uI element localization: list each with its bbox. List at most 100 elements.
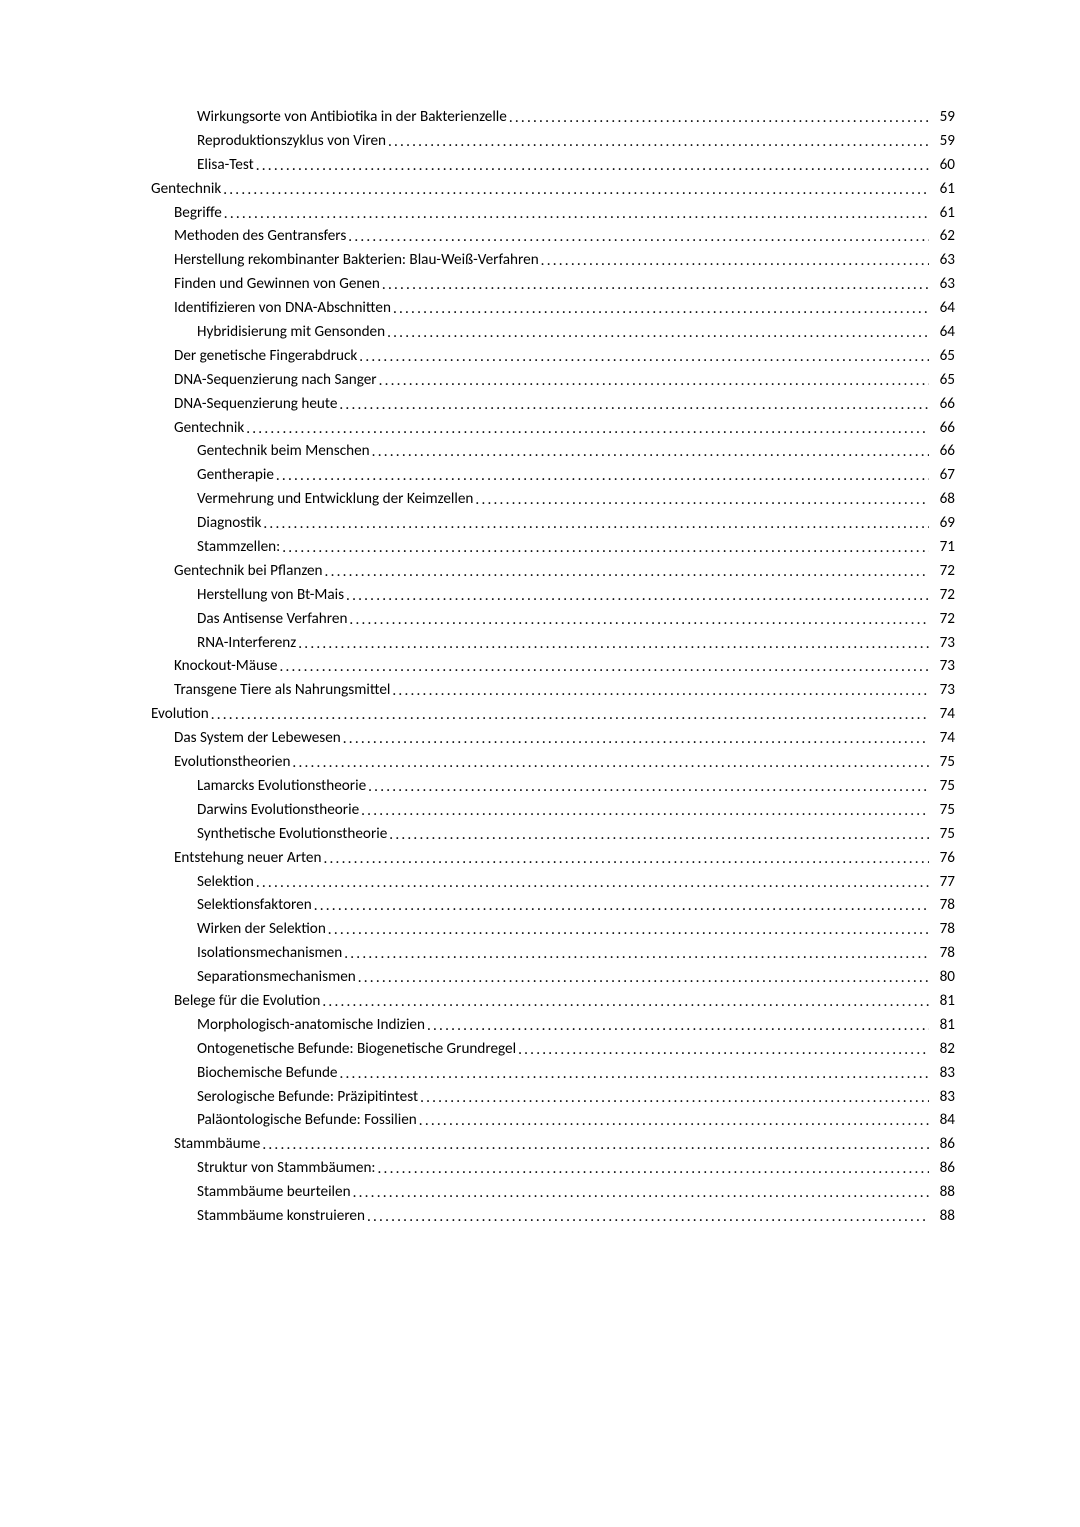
toc-entry[interactable]: Gentherapie67	[128, 468, 955, 483]
toc-entry-page: 61	[931, 206, 955, 221]
toc-entry[interactable]: Paläontologische Befunde: Fossilien 84	[128, 1113, 955, 1128]
toc-entry[interactable]: Serologische Befunde: Präzipitintest83	[128, 1090, 955, 1105]
toc-entry-title: Stammbäume	[174, 1137, 260, 1152]
toc-entry[interactable]: Selektion77	[128, 875, 955, 890]
toc-entry-title: Morphologisch-anatomische Indizien	[197, 1018, 425, 1033]
toc-entry[interactable]: Lamarcks Evolutionstheorie75	[128, 779, 955, 794]
toc-entry-title: Paläontologische Befunde: Fossilien	[197, 1113, 417, 1128]
toc-entry-page: 66	[931, 444, 955, 459]
toc-entry[interactable]: Stammbäume konstruieren88	[128, 1209, 955, 1224]
toc-entry-title: Herstellung rekombinanter Bakterien: Bla…	[174, 253, 539, 268]
toc-entry[interactable]: Belege für die Evolution81	[128, 994, 955, 1009]
toc-entry[interactable]: Gentechnik66	[128, 421, 955, 436]
toc-entry-page: 72	[931, 564, 955, 579]
toc-leader-dots	[378, 1162, 930, 1177]
toc-leader-dots	[344, 947, 929, 962]
toc-entry[interactable]: Diagnostik69	[128, 516, 955, 531]
toc-entry-page: 86	[931, 1137, 955, 1152]
toc-entry[interactable]: Knockout-Mäuse73	[128, 659, 955, 674]
toc-entry-title: Evolutionstheorien	[174, 755, 290, 770]
toc-entry[interactable]: Stammbäume beurteilen88	[128, 1185, 955, 1200]
toc-entry-title: Stammbäume konstruieren	[197, 1209, 365, 1224]
toc-leader-dots	[389, 828, 929, 843]
toc-entry-page: 86	[931, 1161, 955, 1176]
toc-leader-dots	[361, 804, 929, 819]
toc-leader-dots	[224, 207, 929, 222]
toc-entry[interactable]: Der genetische Fingerabdruck65	[128, 349, 955, 364]
toc-entry-page: 83	[931, 1066, 955, 1081]
toc-entry[interactable]: Biochemische Befunde83	[128, 1066, 955, 1081]
toc-entry[interactable]: Vermehrung und Entwicklung der Keimzelle…	[128, 492, 955, 507]
toc-leader-dots	[246, 422, 929, 437]
toc-entry[interactable]: Evolutionstheorien 75	[128, 755, 955, 770]
toc-leader-dots	[420, 1091, 929, 1106]
toc-entry[interactable]: Wirkungsorte von Antibiotika in der Bakt…	[128, 110, 955, 125]
toc-entry[interactable]: Separationsmechanismen80	[128, 970, 955, 985]
toc-entry[interactable]: Herstellung rekombinanter Bakterien: Bla…	[128, 253, 955, 268]
toc-entry-page: 63	[931, 277, 955, 292]
toc-entry-page: 76	[931, 851, 955, 866]
toc-entry[interactable]: Isolationsmechanismen78	[128, 946, 955, 961]
toc-leader-dots	[419, 1114, 929, 1129]
toc-leader-dots	[388, 135, 929, 150]
toc-entry[interactable]: Elisa-Test60	[128, 158, 955, 173]
toc-entry[interactable]: Wirken der Selektion78	[128, 922, 955, 937]
toc-entry[interactable]: Das Antisense Verfahren72	[128, 612, 955, 627]
toc-entry[interactable]: Transgene Tiere als Nahrungsmittel73	[128, 683, 955, 698]
toc-leader-dots	[256, 876, 929, 891]
toc-entry-page: 72	[931, 612, 955, 627]
toc-entry[interactable]: Das System der Lebewesen74	[128, 731, 955, 746]
toc-entry[interactable]: Finden und Gewinnen von Genen63	[128, 277, 955, 292]
toc-entry[interactable]: Gentechnik61	[128, 182, 955, 197]
toc-entry[interactable]: Ontogenetische Befunde: Biogenetische Gr…	[128, 1042, 955, 1057]
toc-leader-dots	[343, 732, 929, 747]
toc-entry[interactable]: Struktur von Stammbäumen: 86	[128, 1161, 955, 1176]
toc-entry[interactable]: Stammzellen:71	[128, 540, 955, 555]
toc-entry-title: Elisa-Test	[197, 158, 254, 173]
toc-leader-dots	[348, 230, 929, 245]
toc-entry-title: Lamarcks Evolutionstheorie	[197, 779, 366, 794]
toc-entry-title: Methoden des Gentransfers	[174, 229, 346, 244]
toc-entry-page: 61	[931, 182, 955, 197]
toc-entry[interactable]: Methoden des Gentransfers62	[128, 229, 955, 244]
toc-entry-title: Diagnostik	[197, 516, 261, 531]
toc-entry[interactable]: Gentechnik beim Menschen66	[128, 444, 955, 459]
toc-entry[interactable]: DNA-Sequenzierung nach Sanger65	[128, 373, 955, 388]
toc-entry[interactable]: Identifizieren von DNA-Abschnitten64	[128, 301, 955, 316]
toc-entry-title: Der genetische Fingerabdruck	[174, 349, 357, 364]
toc-entry[interactable]: Herstellung von Bt-Mais72	[128, 588, 955, 603]
toc-entry-page: 88	[931, 1185, 955, 1200]
document-page: Wirkungsorte von Antibiotika in der Bakt…	[0, 0, 1080, 1527]
toc-entry[interactable]: Begriffe61	[128, 206, 955, 221]
toc-leader-dots	[379, 374, 929, 389]
toc-entry[interactable]: Synthetische Evolutionstheorie75	[128, 827, 955, 842]
toc-entry-title: DNA-Sequenzierung nach Sanger	[174, 373, 377, 388]
toc-leader-dots	[276, 469, 929, 484]
toc-entry-title: Evolution	[151, 707, 209, 722]
toc-entry[interactable]: Gentechnik bei Pflanzen 72	[128, 564, 955, 579]
toc-entry-title: Entstehung neuer Arten	[174, 851, 321, 866]
toc-entry[interactable]: Stammbäume 86	[128, 1137, 955, 1152]
toc-entry-page: 75	[931, 755, 955, 770]
toc-entry[interactable]: DNA-Sequenzierung heute66	[128, 397, 955, 412]
toc-leader-dots	[263, 517, 929, 532]
toc-entry-title: Gentechnik bei Pflanzen	[174, 564, 323, 579]
toc-entry[interactable]: Evolution74	[128, 707, 955, 722]
toc-leader-dots	[279, 660, 929, 675]
toc-entry-title: Selektionsfaktoren	[197, 898, 312, 913]
toc-entry-page: 66	[931, 421, 955, 436]
toc-entry-page: 84	[931, 1113, 955, 1128]
toc-entry[interactable]: Entstehung neuer Arten 76	[128, 851, 955, 866]
toc-entry[interactable]: Selektionsfaktoren78	[128, 898, 955, 913]
toc-leader-dots	[393, 302, 929, 317]
toc-entry[interactable]: RNA-Interferenz73	[128, 636, 955, 651]
toc-entry-title: Hybridisierung mit Gensonden	[197, 325, 385, 340]
toc-entry-title: Struktur von Stammbäumen:	[197, 1161, 376, 1176]
toc-entry[interactable]: Morphologisch-anatomische Indizien81	[128, 1018, 955, 1033]
toc-entry-title: Transgene Tiere als Nahrungsmittel	[174, 683, 390, 698]
toc-entry[interactable]: Reproduktionszyklus von Viren59	[128, 134, 955, 149]
toc-entry-page: 75	[931, 827, 955, 842]
toc-entry-title: RNA-Interferenz	[197, 636, 296, 651]
toc-entry[interactable]: Darwins Evolutionstheorie75	[128, 803, 955, 818]
toc-entry[interactable]: Hybridisierung mit Gensonden64	[128, 325, 955, 340]
